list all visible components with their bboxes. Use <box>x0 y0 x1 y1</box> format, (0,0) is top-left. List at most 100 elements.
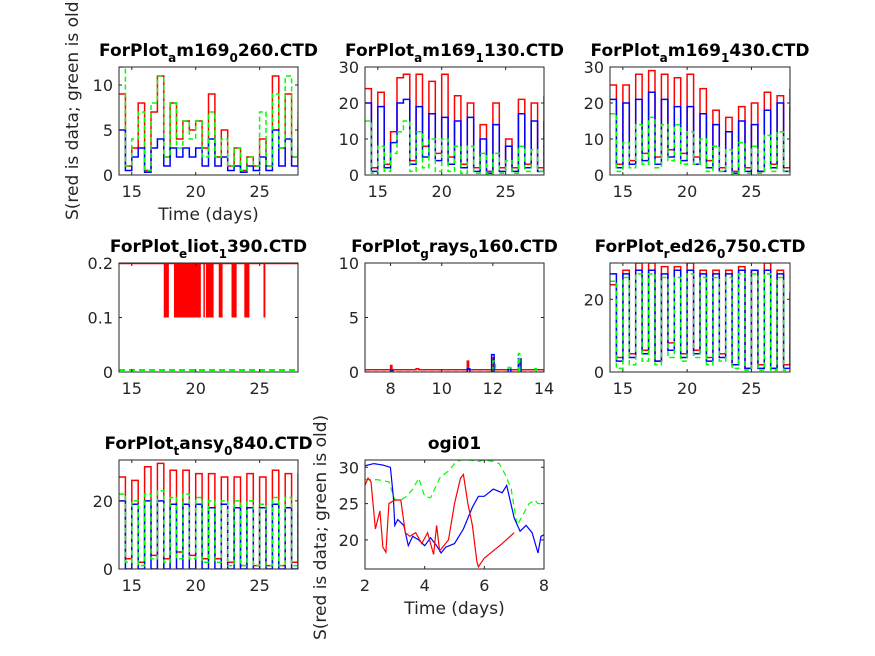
y-tick-label: 0.1 <box>88 309 113 328</box>
series-old-line <box>119 67 298 172</box>
axes-frame <box>609 262 791 373</box>
y-tick-label: 20 <box>93 492 113 511</box>
y-tick-label: 30 <box>339 458 359 477</box>
x-tick-label: 6 <box>479 576 489 595</box>
x-tick-label: 25 <box>249 182 269 201</box>
series-old-line <box>365 460 544 528</box>
y-tick-label: 10 <box>93 76 113 95</box>
x-tick-label: 10 <box>432 379 452 398</box>
plot-lines <box>119 462 298 569</box>
data-drop-bar-8 <box>263 263 266 318</box>
data-drop-bar-2 <box>173 263 201 318</box>
plot-lines <box>610 263 790 371</box>
x-tick-label: 4 <box>420 576 430 595</box>
series-old-line <box>610 113 790 175</box>
y-tick-label: 10 <box>584 130 604 149</box>
plot-lines <box>365 352 544 372</box>
data-drop-bar-3 <box>203 263 205 318</box>
x-tick-label: 12 <box>483 379 503 398</box>
y-tick-label: 0 <box>349 363 359 382</box>
y-tick-label: 0 <box>594 166 604 185</box>
x-tick-label: 25 <box>741 182 761 201</box>
x-tick-label: 15 <box>368 182 388 201</box>
x-tick-label: 25 <box>249 379 269 398</box>
y-tick-label: 5 <box>103 121 113 140</box>
x-tick-label: 15 <box>613 379 633 398</box>
subplot-title: ForPlotred260750.CTD <box>595 237 806 261</box>
plot-lines <box>365 73 544 175</box>
y-tick-label: 25 <box>339 495 359 514</box>
y-tick-label: 20 <box>339 531 359 550</box>
y-tick-label: 20 <box>584 94 604 113</box>
data-drop-bar-1 <box>163 263 169 318</box>
axes-frame <box>364 66 545 176</box>
series-model-line <box>610 91 790 174</box>
plot-lines <box>365 460 544 569</box>
y-tick-label: 0 <box>103 166 113 185</box>
y-tick-label: 20 <box>339 94 359 113</box>
subplot-title: ForPlottansy0840.CTD <box>104 434 312 458</box>
subplot-title: ForPlotgrays0160.CTD <box>351 237 558 261</box>
x-tick-label: 15 <box>613 182 633 201</box>
y-tick-label: 0 <box>103 560 113 579</box>
series-model-line <box>389 353 544 372</box>
data-drop-bar-5 <box>218 263 223 318</box>
series-old-line <box>119 489 298 567</box>
x-tick-label: 20 <box>186 182 206 201</box>
plot-lines <box>119 67 298 174</box>
axes-frame <box>118 66 299 176</box>
series-model-line <box>365 462 544 555</box>
y-tick-label: 20 <box>584 290 604 309</box>
data-drop-bar-6 <box>231 263 237 318</box>
subplot-title: ForPloteliot1390.CTD <box>110 237 307 261</box>
x-tick-label: 15 <box>122 379 142 398</box>
data-drop-bar-7 <box>244 263 250 318</box>
series-model-line <box>365 98 544 174</box>
x-tick-label: 20 <box>677 182 697 201</box>
series-old-line <box>365 120 544 175</box>
series-old-line <box>610 273 790 371</box>
subplot-1: 15 20 25 0 5 10 ForPlotam1690260.CTD Time (days… <box>93 41 318 225</box>
plot-lines <box>119 263 298 372</box>
x-tick-label: 25 <box>249 576 269 595</box>
plot-lines <box>610 69 790 175</box>
figure-ylabel-bottom: S(red is data; green is old) <box>311 415 331 640</box>
x-tick-label: 25 <box>741 379 761 398</box>
y-tick-label: 0.2 <box>88 254 113 273</box>
y-tick-label: 10 <box>339 254 359 273</box>
series-data-line <box>365 473 515 569</box>
subplot-7: 15 20 25 0 20 ForPlottansy0840.CTD <box>93 434 313 595</box>
series-old-line <box>365 352 544 372</box>
x-tick-label: 20 <box>677 379 697 398</box>
subplot-title: ForPlotam1691130.CTD <box>345 41 564 65</box>
subplot-title: ogi01 <box>428 434 481 454</box>
x-tick-label: 20 <box>432 182 452 201</box>
x-tick-label: 8 <box>539 576 549 595</box>
y-tick-label: 10 <box>339 130 359 149</box>
x-tick-label: 2 <box>360 576 370 595</box>
x-tick-label: 14 <box>534 379 554 398</box>
x-axis-label: Time (days) <box>157 205 258 225</box>
y-tick-label: 30 <box>339 58 359 77</box>
data-drop-bar-4 <box>205 263 214 318</box>
x-tick-label: 25 <box>495 182 515 201</box>
x-tick-label: 8 <box>385 379 395 398</box>
subplot-6: 15 20 25 0 20 ForPlotred260750.CTD <box>584 237 806 398</box>
subplot-title: ForPlotam1690260.CTD <box>99 41 318 65</box>
x-tick-label: 15 <box>122 576 142 595</box>
x-tick-label: 20 <box>186 576 206 595</box>
y-tick-label: 5 <box>349 309 359 328</box>
y-tick-label: 0 <box>103 363 113 382</box>
y-tick-label: 30 <box>584 58 604 77</box>
x-tick-label: 20 <box>186 379 206 398</box>
y-tick-label: 0 <box>594 363 604 382</box>
axes-frame <box>118 459 299 570</box>
y-tick-label: 0 <box>349 166 359 185</box>
x-tick-label: 15 <box>122 182 142 201</box>
axes-frame <box>609 66 791 176</box>
x-axis-label: Time (days) <box>403 599 504 619</box>
